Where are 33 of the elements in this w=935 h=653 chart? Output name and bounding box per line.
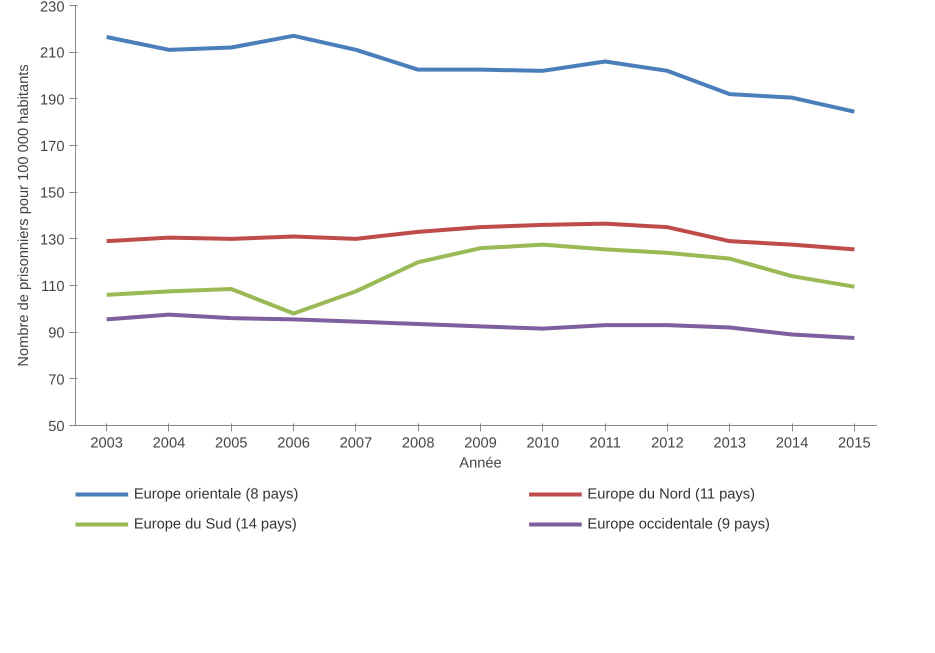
x-tick-label: 2011 <box>589 436 621 452</box>
x-tick-label: 2005 <box>214 436 248 452</box>
y-tick-label: 170 <box>40 139 65 155</box>
x-tick-label: 2009 <box>464 436 497 452</box>
x-tick-label: 2006 <box>277 436 310 452</box>
x-tick-label: 2010 <box>526 436 560 452</box>
legend-label: Europe du Sud (14 pays) <box>134 516 297 532</box>
x-tick-label: 2015 <box>838 436 871 452</box>
line-series <box>104 242 856 316</box>
x-axis-title: Année <box>459 456 502 472</box>
line-series <box>104 34 856 114</box>
x-tick-label: 2008 <box>402 436 434 452</box>
x-tick-label: 2012 <box>651 436 684 452</box>
y-tick-label: 150 <box>40 186 65 202</box>
x-tick-label: 2014 <box>776 436 808 452</box>
y-tick-label: 110 <box>41 279 65 295</box>
legend-label: Europe du Nord (11 pays) <box>587 486 755 502</box>
y-tick-label: 210 <box>40 46 65 62</box>
line-series <box>104 222 856 252</box>
x-tick-label: 2003 <box>90 436 123 452</box>
y-tick-label: 130 <box>40 232 65 248</box>
y-tick-label: 230 <box>40 0 65 16</box>
x-tick-label: 2007 <box>340 436 372 452</box>
y-tick-label: 190 <box>40 92 65 108</box>
legend-label: Europe occidentale (9 pays) <box>587 516 770 532</box>
x-tick-label: 2013 <box>713 436 746 452</box>
y-axis-title: Nombre de prisonniers pour 100 000 habitants <box>16 64 32 367</box>
y-tick-label: 90 <box>48 326 65 342</box>
y-tick-label: 70 <box>48 372 65 388</box>
y-tick-label: 50 <box>48 419 65 435</box>
line-series <box>104 312 856 340</box>
legend-label: Europe orientale (8 pays) <box>134 486 298 502</box>
x-tick-label: 2004 <box>152 436 186 452</box>
